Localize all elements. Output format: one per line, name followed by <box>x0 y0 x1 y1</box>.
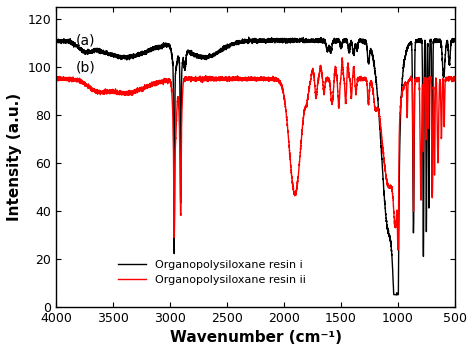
Organopolysiloxane resin ii <box>232 75 238 79</box>
Organopolysiloxane resin ii <box>395 248 401 252</box>
Organopolysiloxane resin i <box>148 50 154 54</box>
X-axis label: Wavenumber (cm⁻¹): Wavenumber (cm⁻¹) <box>170 330 342 345</box>
Organopolysiloxane resin ii <box>146 84 152 88</box>
Organopolysiloxane resin i <box>54 38 59 43</box>
Organopolysiloxane resin i <box>246 35 252 39</box>
Organopolysiloxane resin i <box>204 55 210 59</box>
Organopolysiloxane resin ii <box>54 78 59 82</box>
Organopolysiloxane resin i <box>449 38 455 42</box>
Organopolysiloxane resin i <box>452 39 458 44</box>
Organopolysiloxane resin i <box>391 293 397 297</box>
Organopolysiloxane resin ii <box>150 83 156 87</box>
Line: Organopolysiloxane resin ii: Organopolysiloxane resin ii <box>56 58 455 250</box>
Text: (b): (b) <box>76 61 96 75</box>
Legend: Organopolysiloxane resin i, Organopolysiloxane resin ii: Organopolysiloxane resin i, Organopolysi… <box>114 256 310 289</box>
Organopolysiloxane resin ii <box>148 82 154 87</box>
Organopolysiloxane resin i <box>150 46 156 50</box>
Organopolysiloxane resin i <box>146 49 152 53</box>
Organopolysiloxane resin ii <box>339 56 345 60</box>
Organopolysiloxane resin i <box>232 40 238 45</box>
Line: Organopolysiloxane resin i: Organopolysiloxane resin i <box>56 37 455 295</box>
Text: (a): (a) <box>76 34 96 48</box>
Organopolysiloxane resin ii <box>449 80 455 84</box>
Organopolysiloxane resin ii <box>452 78 458 82</box>
Organopolysiloxane resin ii <box>204 75 210 79</box>
Y-axis label: Intensity (a.u.): Intensity (a.u.) <box>7 93 22 221</box>
